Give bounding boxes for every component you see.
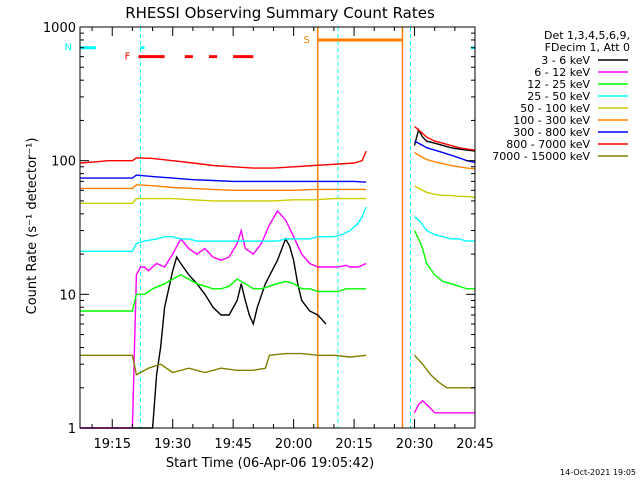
series-line [80,274,367,312]
legend-entry: 25 - 50 keV [527,90,590,103]
x-tick-label: 19:45 [214,437,251,452]
legend-entry: 100 - 300 keV [513,114,590,127]
footer-date: 14-Oct-2021 19:05 [560,468,636,477]
legend-entry: 50 - 100 keV [520,102,590,115]
legend-entry: 6 - 12 keV [534,66,590,79]
legend-entry: 3 - 6 keV [541,54,590,67]
series-line [414,152,476,170]
series-line [414,125,476,151]
series-line [413,399,475,414]
series-line [80,197,367,205]
plot-area: N F S [65,27,476,429]
legend: Det 1,3,4,5,6,9,FDecim 1, Att 03 - 6 keV… [492,29,630,163]
series-line [413,128,476,152]
legend-header: FDecim 1, Att 0 [545,41,630,54]
series-line [414,140,476,164]
series-line [80,206,367,253]
x-tick-label: 19:30 [154,437,191,452]
axes: 1 10 100 1000 19:15 19:30 19:45 20:00 20:15 20:30… [43,21,494,452]
y-tick-label: 1 [68,422,76,437]
series-line [414,216,475,242]
y-tick-label: 100 [51,155,76,170]
series-line [80,352,367,376]
legend-entry: 800 - 7000 keV [506,138,590,151]
legend-entry: 7000 - 15000 keV [492,150,590,163]
x-axis-label: Start Time (06-Apr-06 19:05:42) [166,456,374,471]
x-tick-label: 20:00 [275,437,312,452]
chart-title: RHESSI Observing Summary Count Rates [125,4,435,22]
flag-label: S [303,35,309,46]
y-tick-label: 10 [59,288,76,303]
legend-header: Det 1,3,4,5,6,9, [544,29,630,42]
series-line [80,237,327,429]
series-line [413,354,475,389]
x-tick-label: 20:30 [396,437,433,452]
series-line [80,209,367,429]
y-axis-label: Count Rate (s⁻¹ detector⁻¹) [25,138,40,315]
series-line [413,230,475,290]
legend-entry: 300 - 800 keV [513,126,590,139]
flag-label: N [65,43,72,54]
legend-entry: 12 - 25 keV [527,78,590,91]
flag-label: F [125,52,131,63]
series-line [80,184,367,192]
series-line [414,185,476,199]
series-line [79,150,367,169]
y-tick-label: 1000 [43,21,76,36]
x-tick-label: 20:45 [456,437,493,452]
plot-frame [79,26,476,429]
x-tick-label: 19:15 [94,437,131,452]
series-line [80,174,367,183]
x-tick-label: 20:15 [335,437,372,452]
